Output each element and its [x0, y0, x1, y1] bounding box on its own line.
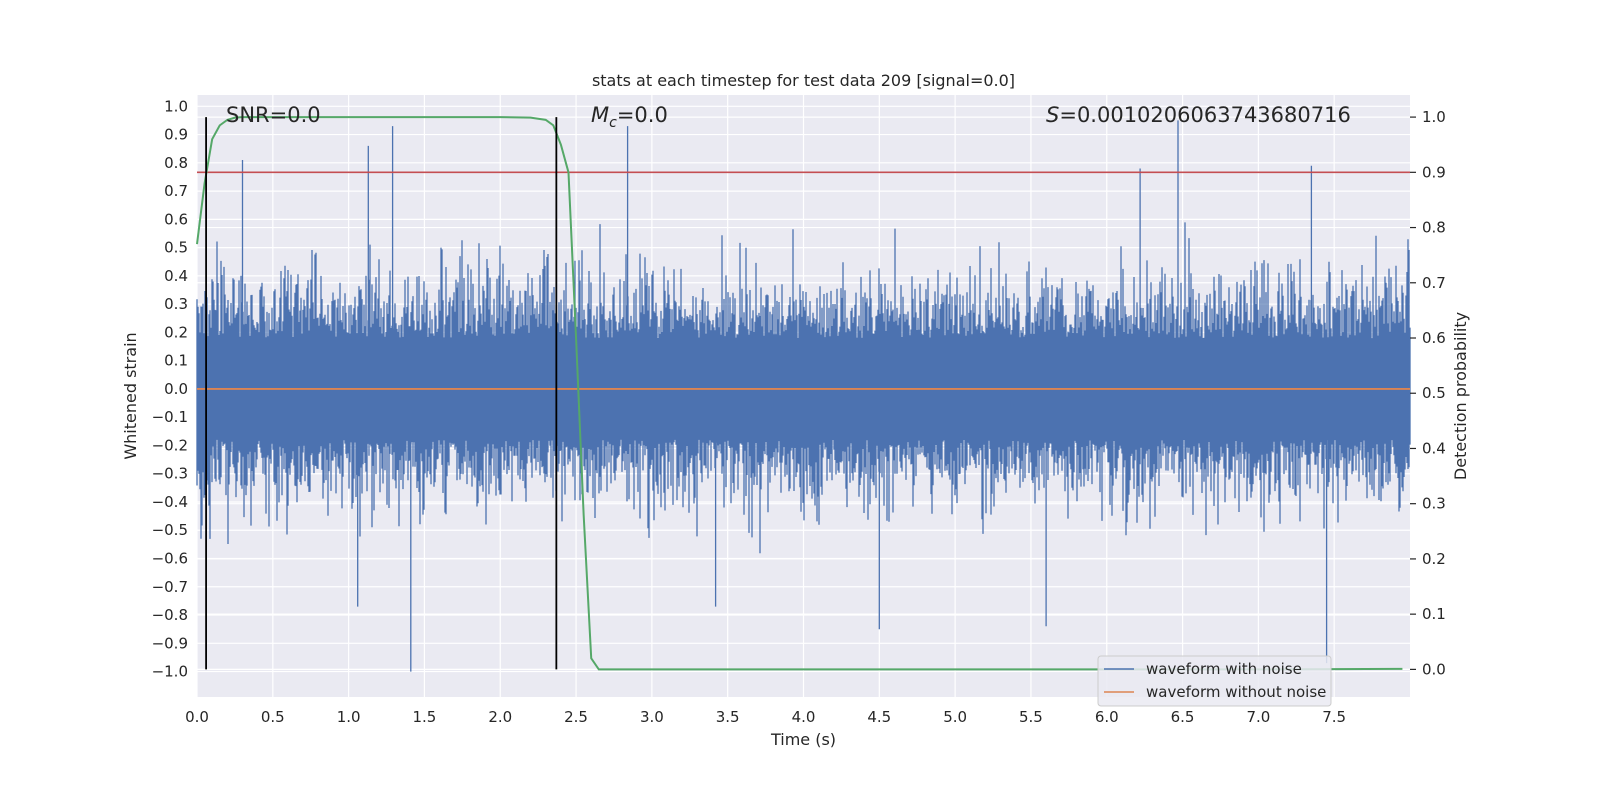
- y-axis-left-title: Whitened strain: [121, 332, 140, 459]
- y-left-tick-label: 0.5: [164, 239, 188, 257]
- y-left-tick-label: 0.7: [164, 182, 188, 200]
- y-left-tick-label: −1.0: [152, 663, 188, 681]
- x-tick-label: 0.5: [261, 708, 285, 726]
- y-right-tick-label: 1.0: [1422, 108, 1446, 126]
- legend-label-noise: waveform with noise: [1146, 660, 1302, 678]
- y-left-tick-label: 0.9: [164, 126, 188, 144]
- x-tick-label: 0.0: [185, 708, 209, 726]
- s-value: =0.0010206063743680716: [1059, 103, 1351, 127]
- x-tick-label: 2.5: [564, 708, 588, 726]
- y-right-tick-label: 0.9: [1422, 163, 1446, 181]
- y-left-tick-label: −0.9: [152, 634, 188, 652]
- mc-subscript: c: [609, 115, 617, 131]
- s-symbol: S: [1046, 103, 1059, 127]
- y-left-tick-label: −0.6: [152, 550, 188, 568]
- y-left-tick-label: −0.4: [152, 493, 188, 511]
- x-tick-label: 3.0: [640, 708, 664, 726]
- s-annotation: S=0.0010206063743680716: [1046, 103, 1351, 127]
- y-axis-right: 1.0 0.9 0.8 0.7 0.6 0.5 0.4 0.3 0.2 0.1 0.0: [1410, 108, 1446, 678]
- mc-symbol: M: [591, 103, 609, 127]
- y-left-tick-label: 1.0: [164, 97, 188, 115]
- legend-box: [1097, 655, 1332, 707]
- x-tick-label: 1.0: [337, 708, 361, 726]
- y-right-tick-label: 0.2: [1422, 550, 1446, 568]
- y-right-tick-label: 0.0: [1422, 660, 1446, 678]
- y-left-tick-label: −0.1: [152, 408, 188, 426]
- y-left-tick-label: −0.2: [152, 436, 188, 454]
- x-tick-label: 7.0: [1246, 708, 1270, 726]
- mc-value: =0.0: [617, 103, 668, 127]
- legend-label-clean: waveform without noise: [1146, 683, 1326, 701]
- snr-annotation: SNR=0.0: [226, 103, 321, 127]
- y-axis-right-title: Detection probability: [1451, 312, 1470, 480]
- y-right-tick-label: 0.5: [1422, 384, 1446, 402]
- y-left-tick-label: −0.8: [152, 606, 188, 624]
- legend: waveform with noise waveform without noi…: [1097, 655, 1332, 707]
- series-detection-probability: [196, 116, 1403, 671]
- series-lines: [196, 116, 1410, 671]
- x-tick-label: 3.5: [716, 708, 740, 726]
- y-right-tick-label: 0.6: [1422, 329, 1446, 347]
- y-left-tick-label: 0.0: [164, 380, 188, 398]
- x-tick-label: 6.5: [1171, 708, 1195, 726]
- mc-annotation: Mc=0.0: [591, 103, 668, 131]
- y-left-tick-label: −0.5: [152, 521, 188, 539]
- y-right-tick-label: 0.3: [1422, 495, 1446, 513]
- y-right-tick-label: 0.4: [1422, 439, 1446, 457]
- y-right-tick-label: 0.1: [1422, 605, 1446, 623]
- x-tick-label: 1.5: [413, 708, 437, 726]
- x-tick-label: 4.5: [867, 708, 891, 726]
- x-axis-title: Time (s): [770, 730, 836, 749]
- x-tick-label: 7.5: [1322, 708, 1346, 726]
- y-left-tick-label: 0.2: [164, 323, 188, 341]
- x-tick-label: 5.5: [1019, 708, 1043, 726]
- chart-title: stats at each timestep for test data 209…: [592, 71, 1015, 90]
- y-right-tick-label: 0.8: [1422, 219, 1446, 237]
- y-left-tick-label: 0.3: [164, 295, 188, 313]
- x-tick-label: 5.0: [943, 708, 967, 726]
- x-tick-label: 4.0: [792, 708, 816, 726]
- y-left-tick-label: 0.4: [164, 267, 188, 285]
- y-left-tick-label: 0.1: [164, 352, 188, 370]
- y-left-tick-label: 0.8: [164, 154, 188, 172]
- y-axis-left: 1.0 0.9 0.8 0.7 0.6 0.5 0.4 0.3 0.2 0.1 0.0 −0.1 −0.…: [152, 97, 188, 680]
- x-axis: 0.0 0.5 1.0 1.5 2.0 2.5 3.0 3.5 4.0 4.5 5.0 5.5 6.0 6…: [185, 708, 1346, 726]
- y-left-tick-label: 0.6: [164, 210, 188, 228]
- x-tick-label: 6.0: [1095, 708, 1119, 726]
- y-right-tick-label: 0.7: [1422, 274, 1446, 292]
- y-left-tick-label: −0.3: [152, 465, 188, 483]
- y-left-tick-label: −0.7: [152, 578, 188, 596]
- x-tick-label: 2.0: [488, 708, 512, 726]
